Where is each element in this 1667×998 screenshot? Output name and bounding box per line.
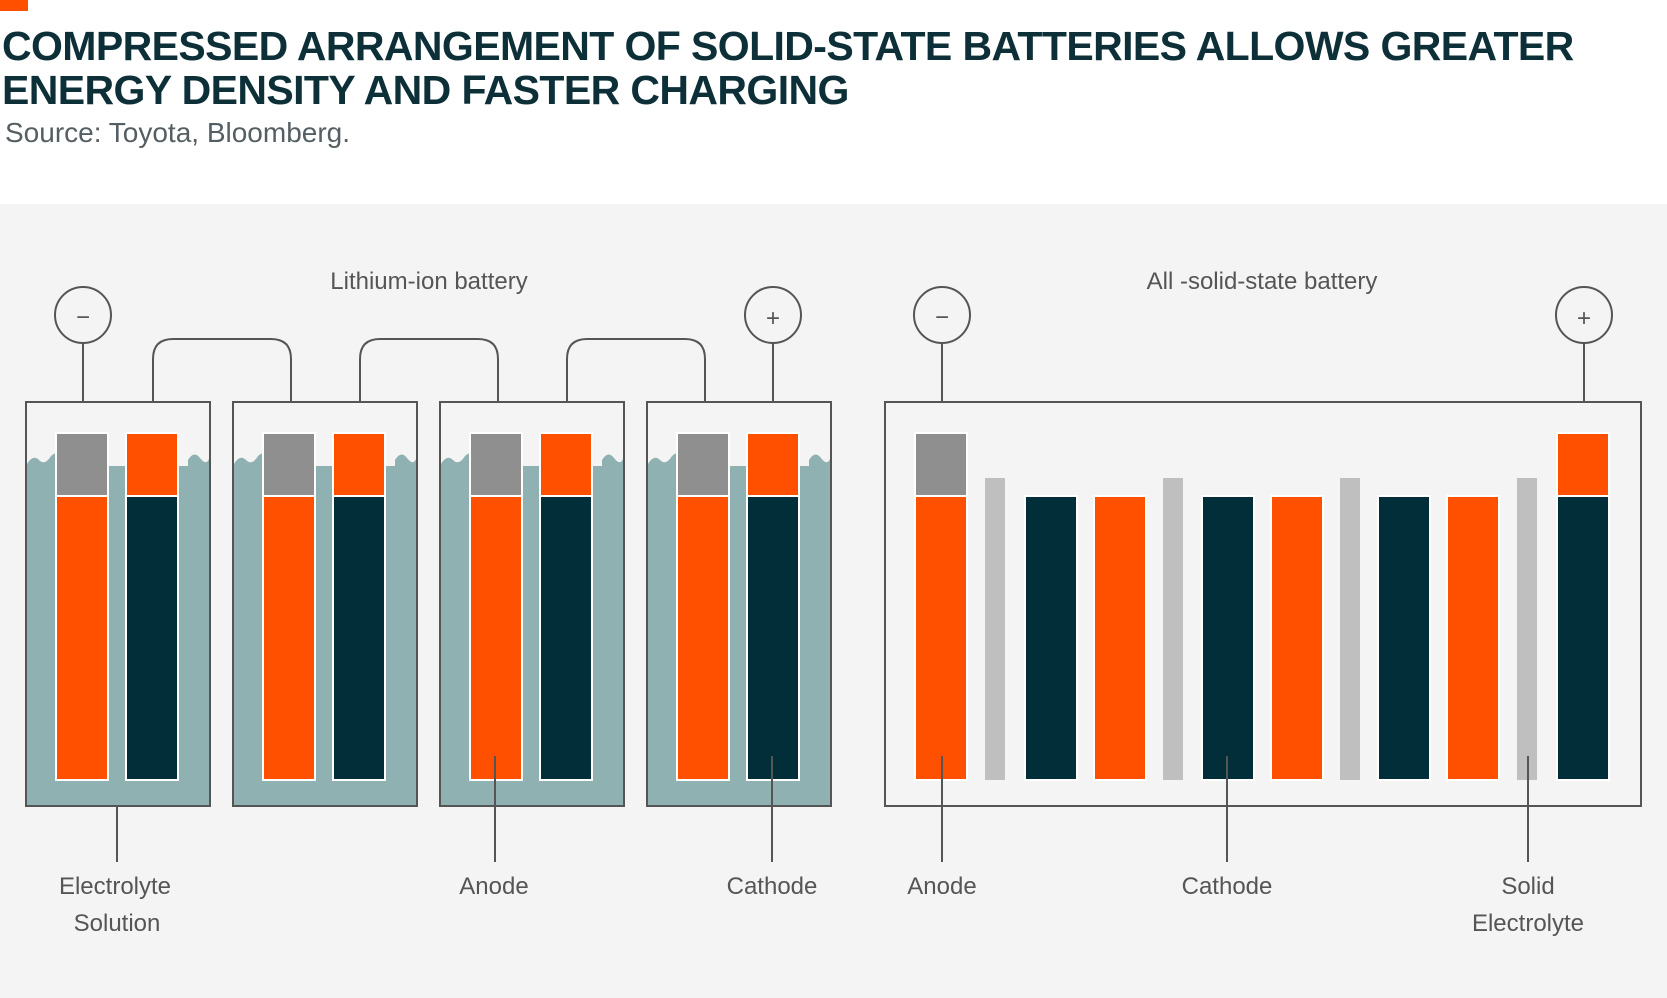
li-cell-1 (25, 401, 211, 807)
li-negative-terminal-symbol: − (76, 304, 90, 331)
li-label-electrolyte-line2: Solution (74, 910, 161, 937)
li-cell-4-cathode-tab (746, 432, 800, 497)
lithium-ion-battery: Lithium-ion battery − + (25, 268, 832, 937)
ss-negative-terminal-circle (913, 286, 971, 344)
li-label-electrolyte-line1: Electrolyte (59, 873, 171, 900)
li-cell-2 (232, 401, 418, 807)
li-cell-3-cathode-tab (539, 432, 593, 497)
ss-cathode-2 (1201, 495, 1255, 781)
ss-cathode-tab (1556, 432, 1610, 497)
ss-positive-terminal-circle (1555, 286, 1613, 344)
li-cell-3-electrolyte-fill (441, 466, 623, 805)
li-label-cathode: Cathode (727, 873, 818, 900)
battery-diagram: Lithium-ion battery − + (25, 268, 1642, 937)
ss-cathode-4 (1556, 495, 1610, 781)
ss-label-anode: Anode (907, 873, 976, 900)
li-positive-terminal: + (744, 286, 802, 344)
li-callout-leaders (116, 756, 773, 862)
ss-positive-terminal-symbol: + (1577, 305, 1591, 332)
ss-solid-electrolyte-2 (1163, 478, 1183, 780)
ss-container (884, 401, 1642, 807)
li-cell-4 (646, 401, 832, 807)
connector-3-4 (566, 338, 706, 434)
li-cell-2-anode-tab (262, 432, 316, 497)
li-negative-terminal: − (54, 286, 112, 344)
ss-solid-electrolyte-4 (1517, 478, 1537, 780)
ss-solid-electrolyte-1 (985, 478, 1005, 780)
li-positive-terminal-symbol: + (766, 305, 780, 332)
li-cell-3-cathode (539, 495, 593, 781)
ss-cathode-3 (1377, 495, 1431, 781)
page-title: COMPRESSED ARRANGEMENT OF SOLID-STATE BA… (2, 23, 1574, 113)
ss-anode-4 (1446, 495, 1500, 781)
li-cell-4-anode-tab (676, 432, 730, 497)
ss-anode-3 (1270, 495, 1324, 781)
solid-state-battery: All -solid-state battery − + (884, 268, 1642, 937)
li-ion-connectors (82, 338, 774, 434)
li-cell-1-anode-tab (55, 432, 109, 497)
ss-positive-terminal: + (1555, 286, 1613, 344)
li-cell-1-anode (55, 495, 109, 781)
solid-state-title: All -solid-state battery (1147, 268, 1378, 295)
ss-anode-1 (914, 495, 968, 781)
ss-label-solid-line1: Solid (1501, 873, 1554, 900)
li-cell-4-anode (676, 495, 730, 781)
li-cell-3 (439, 401, 625, 807)
li-cell-3-anode-tab (469, 432, 523, 497)
ss-negative-terminal: − (913, 286, 971, 344)
li-cell-2-cathode-tab (332, 432, 386, 497)
li-cell-2-electrolyte-fill (234, 466, 416, 805)
lithium-ion-title: Lithium-ion battery (330, 268, 527, 295)
li-cell-3-anode (469, 495, 523, 781)
diagram-panel: Lithium-ion battery − + (0, 204, 1667, 998)
connector-1-2 (152, 338, 292, 434)
li-positive-terminal-circle (744, 286, 802, 344)
ss-label-cathode: Cathode (1182, 873, 1273, 900)
li-cell-2-anode (262, 495, 316, 781)
connector-2-3 (359, 338, 499, 434)
ss-label-solid-line2: Electrolyte (1472, 910, 1584, 937)
li-label-anode: Anode (459, 873, 528, 900)
li-cell-4-electrolyte-fill (648, 466, 830, 805)
ss-solid-electrolyte-3 (1340, 478, 1360, 780)
ss-anode-tab (914, 432, 968, 497)
li-negative-terminal-circle (54, 286, 112, 344)
source-note: Source: Toyota, Bloomberg. (5, 117, 351, 148)
li-cell-4-cathode (746, 495, 800, 781)
li-cell-2-cathode (332, 495, 386, 781)
ss-callout-leaders (941, 756, 1529, 862)
ss-negative-terminal-symbol: − (935, 304, 949, 331)
li-cell-1-cathode-tab (125, 432, 179, 497)
accent-bar (0, 0, 28, 11)
ss-anode-2 (1093, 495, 1147, 781)
li-cell-1-electrolyte-fill (27, 466, 209, 805)
ss-cathode-1 (1024, 495, 1078, 781)
li-cell-1-cathode (125, 495, 179, 781)
